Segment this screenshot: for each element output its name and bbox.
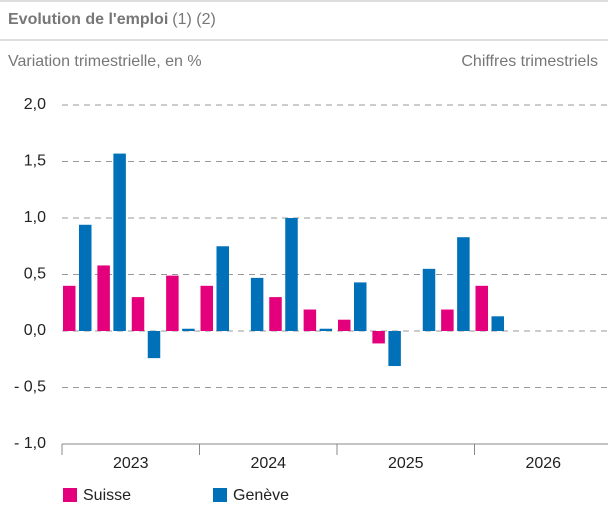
- legend-swatch: [213, 488, 227, 502]
- bar: [303, 309, 317, 331]
- y-tick-label: 0,5: [24, 266, 46, 283]
- bar: [491, 316, 504, 331]
- bar: [113, 153, 126, 331]
- bar: [182, 328, 195, 331]
- x-group-label: 2026: [525, 455, 561, 472]
- bar: [63, 285, 76, 331]
- y-tick-label: 2,0: [24, 96, 46, 113]
- bar: [354, 282, 367, 331]
- chart-title: Evolution de l'emploi (1) (2): [8, 11, 216, 28]
- bar: [79, 224, 92, 331]
- x-group-label: 2024: [250, 455, 286, 472]
- y-tick-label: 1,0: [24, 209, 46, 226]
- title-note: (1) (2): [172, 11, 216, 28]
- x-group-label: 2025: [388, 455, 424, 472]
- y-tick-label: 1,5: [24, 153, 46, 170]
- bar: [475, 285, 488, 331]
- y-axis-label: Variation trimestrielle, en %: [8, 53, 202, 70]
- bar: [441, 309, 454, 331]
- bar: [388, 331, 401, 367]
- bar: [457, 237, 470, 331]
- bar: [97, 265, 110, 331]
- bar: [285, 218, 298, 331]
- bar: [131, 297, 145, 331]
- bar: [422, 268, 436, 331]
- y-tick-label: 0,0: [24, 322, 46, 339]
- legend-swatch: [63, 488, 77, 502]
- subtitle: Chiffres trimestriels: [461, 53, 598, 70]
- y-tick-label: - 0,5: [14, 379, 46, 396]
- bar: [250, 277, 264, 331]
- legend-label: Suisse: [83, 487, 131, 504]
- bar: [338, 319, 351, 331]
- legend-label: Genève: [233, 487, 289, 504]
- bar: [269, 297, 282, 331]
- bar: [372, 331, 385, 344]
- bar: [200, 285, 213, 331]
- bar: [216, 246, 229, 331]
- bar: [319, 328, 333, 331]
- bar: [147, 331, 161, 359]
- title-main: Evolution de l'emploi: [8, 11, 168, 28]
- x-group-label: 2023: [113, 455, 149, 472]
- bar: [166, 275, 179, 331]
- y-tick-label: - 1,0: [14, 435, 46, 452]
